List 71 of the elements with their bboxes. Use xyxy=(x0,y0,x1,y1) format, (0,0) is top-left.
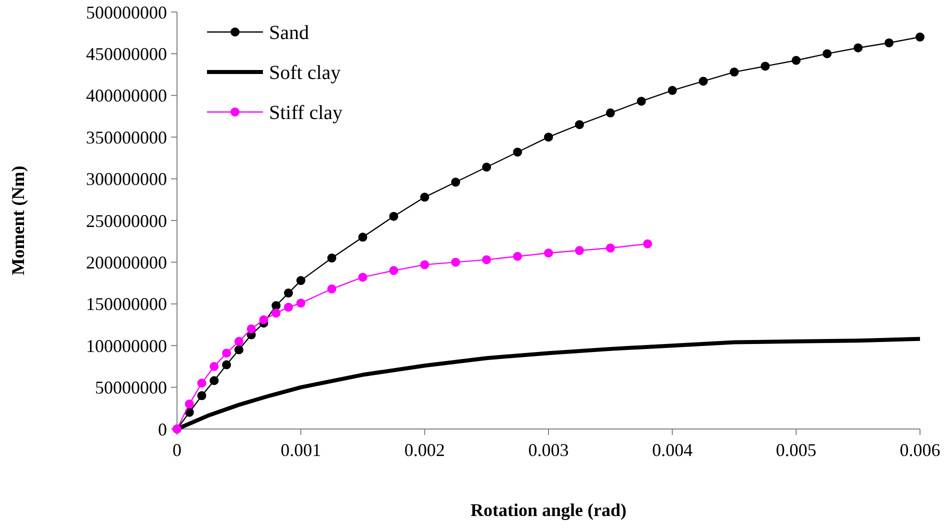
point xyxy=(327,284,336,294)
point xyxy=(513,252,522,261)
x-tick-label: 0.002 xyxy=(404,440,445,460)
point xyxy=(272,308,281,318)
point xyxy=(606,244,615,253)
point xyxy=(884,38,894,48)
x-tick-label: 0 xyxy=(172,440,182,460)
point xyxy=(792,56,801,65)
point xyxy=(420,192,430,202)
x-tick-label: 0.005 xyxy=(776,440,816,460)
y-tick-label: 400000000 xyxy=(86,86,167,106)
point xyxy=(389,212,398,221)
point xyxy=(210,376,219,386)
x-tick-label: 0.004 xyxy=(652,440,693,460)
y-tick-label: 0 xyxy=(158,419,167,440)
point xyxy=(574,120,584,130)
legend-label: Sand xyxy=(269,22,309,44)
point xyxy=(296,298,306,308)
point xyxy=(698,76,708,86)
point xyxy=(358,232,368,242)
point xyxy=(482,162,492,172)
point xyxy=(760,62,770,71)
y-tick-label: 50000000 xyxy=(95,378,167,398)
y-tick-label: 350000000 xyxy=(86,127,167,148)
point xyxy=(296,276,306,286)
x-tick-label: 0.001 xyxy=(280,440,322,460)
y-tick-label: 500000000 xyxy=(86,2,167,22)
point xyxy=(327,254,336,263)
x-axis-title: Rotation angle (rad) xyxy=(470,500,626,520)
point xyxy=(544,248,553,258)
y-tick-label: 250000000 xyxy=(86,210,167,231)
y-tick-label: 300000000 xyxy=(86,169,167,190)
point xyxy=(482,255,492,264)
point xyxy=(222,348,232,358)
y-tick-label: 100000000 xyxy=(86,336,167,356)
point xyxy=(234,336,244,346)
point xyxy=(420,260,430,270)
point xyxy=(513,148,522,157)
point xyxy=(197,391,206,400)
point xyxy=(222,360,232,370)
point xyxy=(234,345,244,354)
point xyxy=(668,86,677,95)
point xyxy=(636,96,646,106)
point xyxy=(451,178,460,187)
y-tick-label: 200000000 xyxy=(86,252,167,272)
point xyxy=(272,301,281,310)
x-tick-label: 0.003 xyxy=(528,440,569,460)
legend-label: Soft clay xyxy=(269,62,341,84)
point xyxy=(210,362,219,371)
point xyxy=(606,108,615,118)
point xyxy=(197,378,206,388)
point xyxy=(184,399,194,408)
point xyxy=(643,239,652,248)
point xyxy=(574,246,584,256)
point xyxy=(246,324,256,334)
point xyxy=(916,32,924,42)
y-axis-title: Moment (Nm) xyxy=(8,166,28,276)
point xyxy=(451,258,460,267)
point xyxy=(284,302,293,312)
point xyxy=(730,68,739,77)
point xyxy=(259,315,268,324)
x-tick-label: 0.006 xyxy=(900,440,940,460)
legend-label: Stiff clay xyxy=(269,102,343,124)
point xyxy=(389,266,398,276)
point xyxy=(854,43,863,52)
y-tick-label: 450000000 xyxy=(86,44,167,64)
y-tick-label: 150000000 xyxy=(86,294,167,314)
point xyxy=(544,132,553,142)
point xyxy=(284,288,293,298)
point xyxy=(358,272,368,282)
point xyxy=(822,49,832,58)
